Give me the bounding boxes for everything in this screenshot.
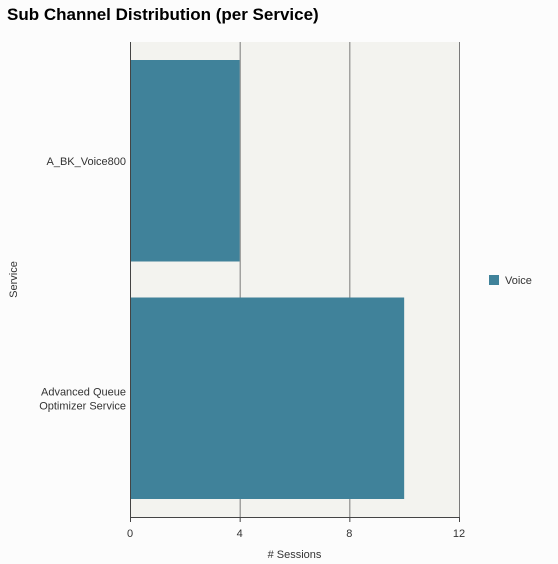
- x-tick-label-0: 0: [127, 528, 133, 540]
- category-label-1-1: Optimizer Service: [39, 400, 126, 412]
- category-label-1-0: Advanced Queue: [41, 386, 126, 398]
- x-tick-label-8: 8: [346, 528, 352, 540]
- x-tick-label-12: 12: [453, 528, 465, 540]
- bar-0: [130, 60, 240, 262]
- y-axis-title: Service: [8, 261, 20, 298]
- category-label-0-0: A_BK_Voice800: [46, 156, 126, 168]
- bar-1: [130, 297, 405, 499]
- legend-label-voice: Voice: [505, 275, 532, 287]
- chart-title: Sub Channel Distribution (per Service): [7, 5, 319, 24]
- x-axis-title: # Sessions: [268, 549, 322, 561]
- legend-swatch-voice: [489, 275, 499, 285]
- x-tick-label-4: 4: [237, 528, 243, 540]
